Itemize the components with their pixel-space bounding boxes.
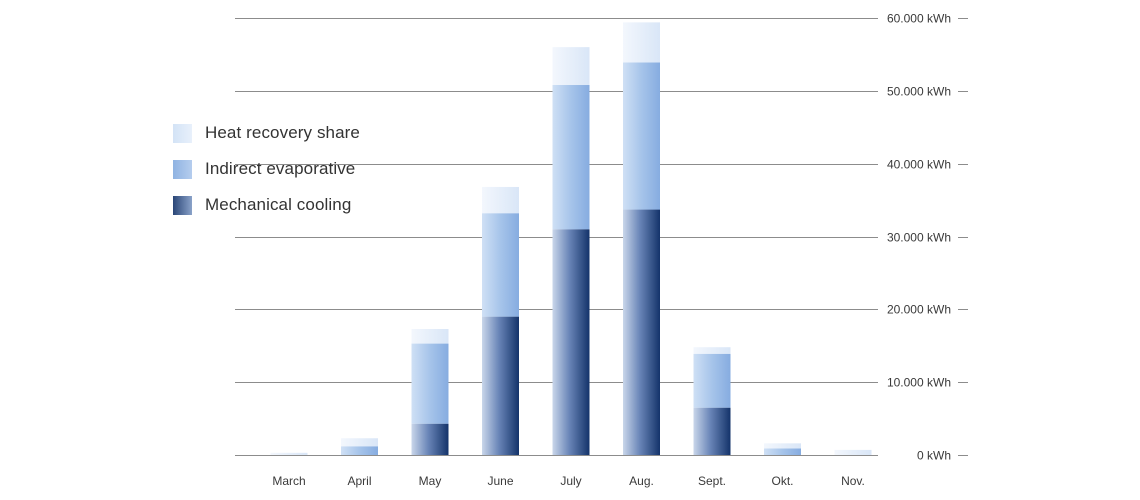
legend-item-indirect-evaporative: Indirect evaporative xyxy=(173,151,360,187)
bar-segment-heat-recovery-share xyxy=(834,449,872,455)
bar-segment-heat-recovery-share xyxy=(764,443,801,449)
y-tick-label: 20.000 kWh xyxy=(887,303,951,317)
bar-segment-indirect-evaporative xyxy=(623,62,660,210)
x-tick-label: Nov. xyxy=(841,474,865,488)
bars xyxy=(270,22,872,455)
legend-label-indirect-evaporative: Indirect evaporative xyxy=(205,159,356,178)
bar-segment-heat-recovery-share xyxy=(341,438,378,447)
legend-swatch-heat-recovery xyxy=(173,123,192,143)
x-tick-label: April xyxy=(347,474,371,488)
bar-segment-heat-recovery-share xyxy=(693,347,731,354)
bar-segment-indirect-evaporative xyxy=(552,85,590,230)
bar-segment-mechanical-cooling xyxy=(482,316,519,455)
legend-label-mechanical-cooling: Mechanical cooling xyxy=(205,195,352,214)
bar-segment-mechanical-cooling xyxy=(552,229,590,455)
bar-segment-heat-recovery-share xyxy=(623,22,660,63)
x-tick-label: July xyxy=(560,474,581,488)
bar-segment-heat-recovery-share xyxy=(552,47,590,86)
bar-segment-mechanical-cooling xyxy=(411,423,449,455)
x-tick-label: June xyxy=(487,474,513,488)
x-tick-label: May xyxy=(419,474,442,488)
y-tick-label: 60.000 kWh xyxy=(887,12,951,26)
legend-item-heat-recovery: Heat recovery share xyxy=(173,115,360,151)
y-axis-ticks: 60.000 kWh 50.000 kWh 40.000 kWh 30.000 kWh… xyxy=(887,12,968,463)
y-tick-label: 10.000 kWh xyxy=(887,376,951,390)
bar-segment-heat-recovery-share xyxy=(270,452,308,455)
y-tick-label: 40.000 kWh xyxy=(887,158,951,172)
x-tick-label: Okt. xyxy=(771,474,793,488)
legend-swatch-mechanical-cooling xyxy=(173,195,192,215)
x-axis-ticks: March April May June July Aug. Sept. Okt. Nov. xyxy=(272,474,865,488)
y-tick-label: 0 kWh xyxy=(917,449,951,463)
bar-segment-heat-recovery-share xyxy=(482,186,519,214)
bar-segment-indirect-evaporative xyxy=(693,353,731,408)
bar-segment-indirect-evaporative xyxy=(411,343,449,424)
legend-item-mechanical-cooling: Mechanical cooling xyxy=(173,187,360,223)
bar-segment-indirect-evaporative xyxy=(764,448,801,455)
bar-segment-mechanical-cooling xyxy=(623,209,660,455)
legend: Heat recovery share Indirect evaporative… xyxy=(173,115,360,223)
y-tick-label: 50.000 kWh xyxy=(887,85,951,99)
bar-segment-mechanical-cooling xyxy=(693,407,731,455)
bar-segment-heat-recovery-share xyxy=(411,328,449,344)
bar-segment-indirect-evaporative xyxy=(482,213,519,317)
legend-label-heat-recovery: Heat recovery share xyxy=(205,123,360,142)
y-tick-label: 30.000 kWh xyxy=(887,231,951,245)
x-tick-label: Aug. xyxy=(629,474,654,488)
x-tick-label: Sept. xyxy=(698,474,726,488)
legend-swatch-indirect-evaporative xyxy=(173,159,192,179)
x-tick-label: March xyxy=(272,474,305,488)
bar-segment-indirect-evaporative xyxy=(341,446,378,455)
